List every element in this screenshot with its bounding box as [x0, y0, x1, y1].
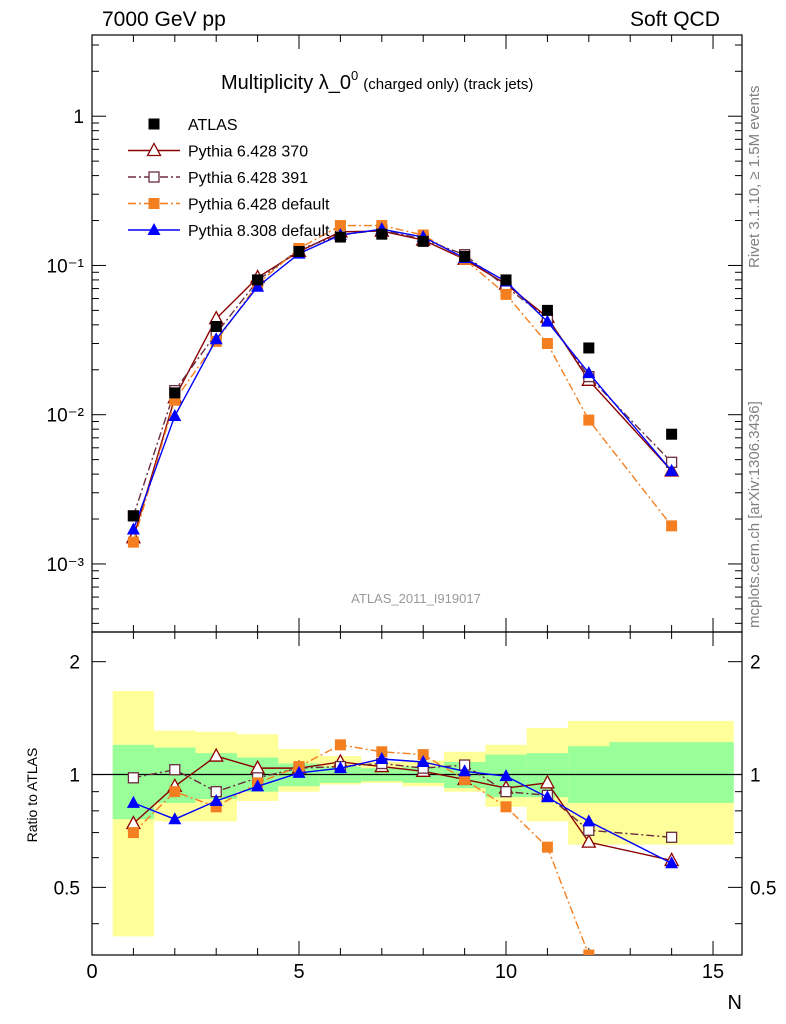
ratio-y-tick-label-right: 1	[750, 766, 761, 787]
data-point	[334, 231, 346, 243]
data-point	[169, 387, 181, 399]
data-point	[666, 428, 678, 440]
ratio-data-point	[539, 774, 556, 789]
ratio-data-point	[540, 790, 554, 803]
ratio-data-point	[665, 831, 678, 843]
ratio-y-tick-label: 0.5	[54, 878, 80, 899]
x-axis-label: N	[728, 992, 742, 1014]
ratio-data-point	[583, 824, 595, 836]
ratio-data-point	[251, 779, 265, 792]
analysis-watermark: ATLAS_2011_I919017	[351, 591, 481, 606]
data-point	[500, 288, 512, 300]
y-tick-label: 1	[73, 107, 84, 128]
data-point	[583, 342, 595, 354]
ratio-data-point	[417, 749, 429, 761]
ratio-data-point	[500, 801, 512, 813]
x-tick-label: 15	[702, 961, 724, 983]
y-tick-label: 10⁻²	[47, 406, 85, 427]
data-point	[417, 235, 429, 247]
legend-label: Pythia 8.308 default	[188, 223, 330, 240]
ratio-data-point	[458, 764, 472, 777]
legend-label: Pythia 6.428 default	[188, 197, 330, 214]
data-point	[666, 520, 678, 532]
data-point	[293, 246, 305, 258]
legend-marker	[148, 171, 160, 183]
process-label: Soft QCD	[630, 8, 720, 31]
ratio-data-point	[168, 812, 182, 825]
ratio-data-point	[292, 765, 306, 778]
tick-labels: 0 5 10 15 10⁻³ 10⁻² 10⁻¹ 1 0.5 0.5 1 1 2 2	[47, 107, 777, 983]
ratio-data-point	[665, 856, 679, 869]
ratio-series-group	[125, 739, 680, 955]
ratio-data-point	[169, 764, 181, 776]
ratio-y-tick-label-right: 2	[750, 653, 761, 674]
data-point	[541, 304, 553, 316]
ratio-data-point	[169, 786, 181, 798]
ratio-data-point	[127, 827, 139, 839]
inner-band-bin	[609, 742, 734, 803]
ratio-data-point	[581, 833, 597, 848]
data-point	[334, 220, 346, 232]
data-point	[169, 394, 181, 406]
x-tick-label: 5	[293, 961, 304, 983]
data-point	[168, 409, 182, 422]
ratio-y-tick-label-right: 0.5	[750, 878, 776, 899]
legend: ATLAS Pythia 6.428 370 Pythia 6.428 391 Pyt…	[128, 117, 330, 240]
ratio-data-point	[500, 786, 512, 798]
data-point	[127, 510, 139, 522]
y-tick-label: 10⁻¹	[47, 256, 85, 277]
data-point	[376, 228, 388, 240]
ratio-data-point	[208, 747, 224, 762]
legend-label: ATLAS	[188, 117, 238, 134]
data-point	[252, 274, 264, 286]
legend-marker	[146, 142, 162, 157]
data-point	[459, 250, 471, 262]
legend-label: Pythia 6.428 391	[188, 170, 308, 187]
ratio-plot-frame	[91, 631, 743, 956]
ratio-y-tick-label: 2	[69, 653, 80, 674]
legend-marker	[147, 223, 161, 235]
data-point	[540, 314, 554, 327]
data-series	[125, 220, 680, 955]
ratio-data-point	[499, 769, 513, 782]
data-point	[209, 332, 223, 345]
legend-marker	[148, 118, 160, 130]
x-tick-label: 0	[86, 961, 97, 983]
data-point	[582, 366, 596, 379]
data-point	[583, 414, 595, 426]
ratio-data-point	[582, 814, 596, 827]
legend-marker	[148, 198, 160, 209]
data-point	[127, 536, 139, 548]
ratio-data-point	[334, 739, 346, 751]
ratio-data-point	[541, 841, 553, 853]
ratio-data-point	[375, 752, 389, 765]
ratio-data-point	[333, 761, 347, 774]
y-tick-label: 10⁻³	[47, 555, 85, 576]
ratio-data-point	[126, 795, 140, 808]
ratio-data-point	[416, 754, 430, 767]
energy-label: 7000 GeV pp	[102, 8, 226, 31]
ratio-data-point	[376, 746, 388, 758]
data-point	[251, 279, 265, 292]
ratio-data-point	[459, 773, 471, 785]
main-title: Multiplicity λ_00(charged only) (track j…	[221, 68, 533, 94]
ratio-data-point	[209, 793, 223, 806]
data-point	[126, 522, 140, 535]
ratio-data-point	[210, 801, 222, 813]
ratio-y-tick-label: 1	[69, 766, 80, 787]
ratio-data-point	[127, 772, 140, 784]
data-point	[541, 337, 553, 349]
x-tick-label: 10	[495, 961, 517, 983]
uncertainty-bands	[112, 691, 734, 937]
axis-ticks	[91, 35, 742, 955]
data-point	[210, 320, 222, 332]
legend-label: Pythia 6.428 370	[188, 144, 308, 161]
ratio-data-point	[583, 949, 595, 955]
data-point	[665, 463, 679, 476]
y-axis-label-ratio: Ratio to ATLAS	[24, 748, 40, 843]
data-point	[500, 274, 512, 286]
